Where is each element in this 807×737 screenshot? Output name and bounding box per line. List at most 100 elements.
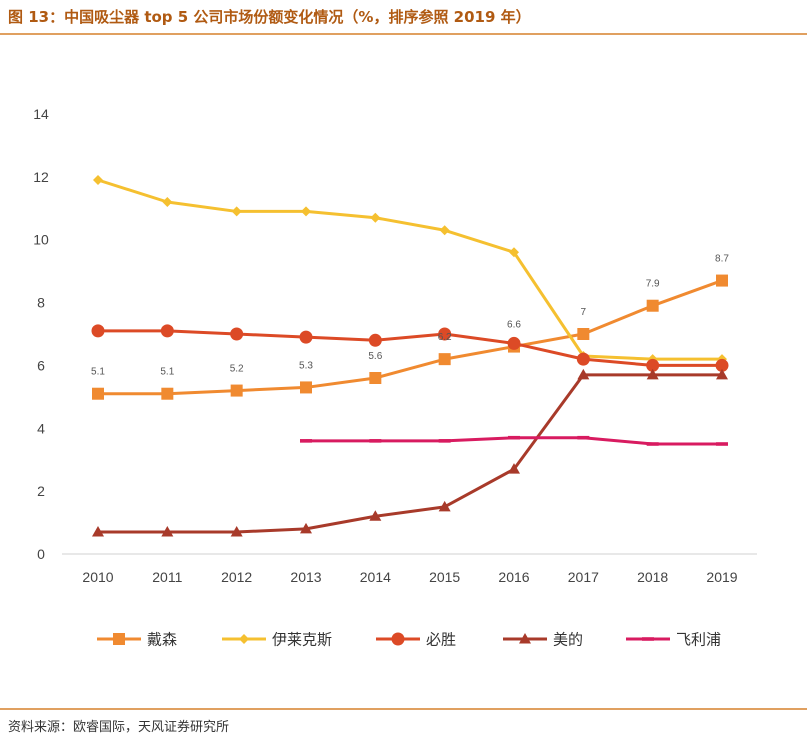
legend-marker (519, 633, 531, 644)
data-point (300, 381, 312, 394)
legend-label: 飞利浦 (676, 631, 721, 649)
top-divider (0, 33, 807, 35)
data-point (438, 327, 452, 341)
legend-item-1: 伊莱克斯 (222, 631, 332, 649)
data-point (369, 439, 382, 443)
data-label: 5.1 (91, 367, 105, 378)
axis-layer: 0 2 4 6 8 10 12 14 2010 2011 2012 2013 2014 2015 2016 2… (33, 106, 757, 585)
chart-title: 图 13：中国吸尘器 top 5 公司市场份额变化情况（%，排序参照 2019 … (8, 8, 531, 26)
data-point (93, 175, 103, 185)
y-tick-label: 2 (37, 483, 45, 499)
legend-marker (113, 633, 125, 645)
legend-item-4: 飞利浦 (626, 631, 721, 649)
x-tick-label: 2018 (637, 569, 668, 585)
legend-marker (239, 634, 249, 644)
legend-label: 必胜 (426, 631, 456, 649)
legend-item-3: 美的 (503, 631, 583, 649)
y-tick-label: 14 (33, 106, 49, 122)
data-label-layer: 5.1 5.1 5.2 5.3 5.6 6.2 6.6 7 7.9 8.7 (91, 254, 729, 378)
data-label: 5.2 (230, 364, 244, 375)
data-point (162, 197, 173, 207)
data-point (370, 212, 381, 223)
legend-label: 美的 (553, 631, 583, 649)
legend: 戴森 伊莱克斯 必胜 美的 飞利浦 (97, 631, 721, 649)
y-tick-label: 10 (33, 232, 49, 248)
data-point (299, 330, 313, 344)
y-tick-label: 8 (37, 295, 45, 311)
x-tick-label: 2013 (290, 569, 321, 585)
data-point (508, 435, 520, 440)
data-label: 5.1 (160, 367, 174, 378)
x-tick-label: 2017 (568, 569, 599, 585)
data-label: 5.3 (299, 360, 313, 371)
data-point (301, 206, 311, 217)
data-point (646, 368, 659, 380)
data-point (646, 442, 659, 446)
data-point (369, 510, 382, 521)
data-point (508, 463, 520, 474)
series-line (98, 279, 723, 396)
data-label: 5.6 (368, 351, 382, 362)
data-point (577, 435, 590, 440)
data-point (230, 384, 243, 397)
data-label: 6.2 (438, 332, 452, 343)
series-2 (91, 324, 729, 372)
legend-label: 戴森 (147, 631, 177, 649)
data-label: 6.6 (507, 320, 521, 331)
data-point (715, 358, 729, 372)
y-tick-label: 4 (37, 420, 45, 436)
data-point (368, 333, 382, 347)
data-point (369, 372, 382, 384)
data-point (577, 368, 590, 380)
data-point (577, 328, 590, 340)
source-note: 资料来源：欧睿国际，天风证券研究所 (8, 720, 230, 735)
x-tick-label: 2010 (82, 569, 113, 585)
data-point (438, 500, 451, 512)
legend-marker (391, 632, 405, 646)
x-tick-label: 2011 (152, 569, 182, 585)
series-line (98, 329, 722, 367)
x-tick-label: 2012 (221, 569, 252, 585)
data-point (300, 439, 312, 443)
data-point (576, 352, 590, 366)
data-point (646, 358, 660, 372)
data-label: 7.9 (646, 279, 660, 290)
data-point (509, 247, 519, 258)
line-chart: 0 2 4 6 8 10 12 14 2010 2011 2012 2013 2014 2015 2016 2… (33, 106, 757, 649)
data-point (161, 387, 174, 400)
legend-marker (642, 637, 654, 641)
data-point (230, 327, 244, 341)
data-point (439, 225, 450, 236)
y-tick-label: 0 (37, 546, 45, 562)
data-point (161, 526, 174, 537)
x-tick-label: 2019 (706, 569, 737, 585)
bottom-divider (0, 708, 807, 710)
data-point (438, 353, 451, 366)
data-point (716, 368, 728, 380)
y-tick-label: 6 (37, 357, 45, 373)
series-3 (92, 368, 728, 537)
data-point (231, 206, 242, 217)
data-point (230, 526, 243, 537)
series-4 (300, 435, 728, 446)
series-layer (91, 175, 729, 537)
data-point (91, 324, 105, 338)
series-line (98, 373, 722, 534)
data-point (716, 274, 728, 287)
data-point (300, 522, 312, 534)
legend-item-2: 必胜 (376, 631, 456, 649)
series-line (97, 178, 722, 361)
x-tick-label: 2015 (429, 569, 460, 585)
data-point (92, 526, 104, 537)
legend-item-0: 戴森 (97, 631, 177, 649)
data-point (507, 336, 521, 350)
x-tick-label: 2016 (498, 569, 529, 585)
data-point (160, 324, 174, 338)
data-point (438, 439, 451, 443)
legend-label: 伊莱克斯 (272, 631, 332, 649)
data-point (716, 442, 728, 446)
y-tick-label: 12 (33, 169, 49, 185)
data-point (92, 387, 104, 400)
data-label: 7 (581, 307, 587, 318)
data-label: 8.7 (715, 254, 729, 265)
